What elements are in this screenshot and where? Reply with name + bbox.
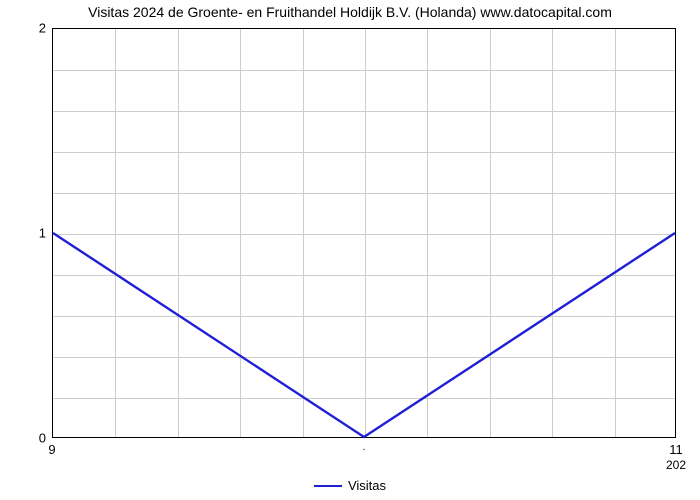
legend: Visitas xyxy=(314,478,386,493)
chart-container: Visitas 2024 de Groente- en Fruithandel … xyxy=(0,0,700,500)
x-sub-label: 202 xyxy=(666,458,686,472)
legend-swatch xyxy=(314,485,342,487)
x-tick-label: 11 xyxy=(669,442,683,457)
data-line xyxy=(53,29,675,437)
chart-title: Visitas 2024 de Groente- en Fruithandel … xyxy=(0,4,700,20)
y-tick-label: 0 xyxy=(6,431,46,446)
y-tick-label: 1 xyxy=(6,226,46,241)
legend-label: Visitas xyxy=(348,478,386,493)
x-center-mark: . xyxy=(363,442,366,453)
y-tick-label: 2 xyxy=(6,21,46,36)
plot-area xyxy=(52,28,676,438)
x-tick-label: 9 xyxy=(48,442,55,457)
